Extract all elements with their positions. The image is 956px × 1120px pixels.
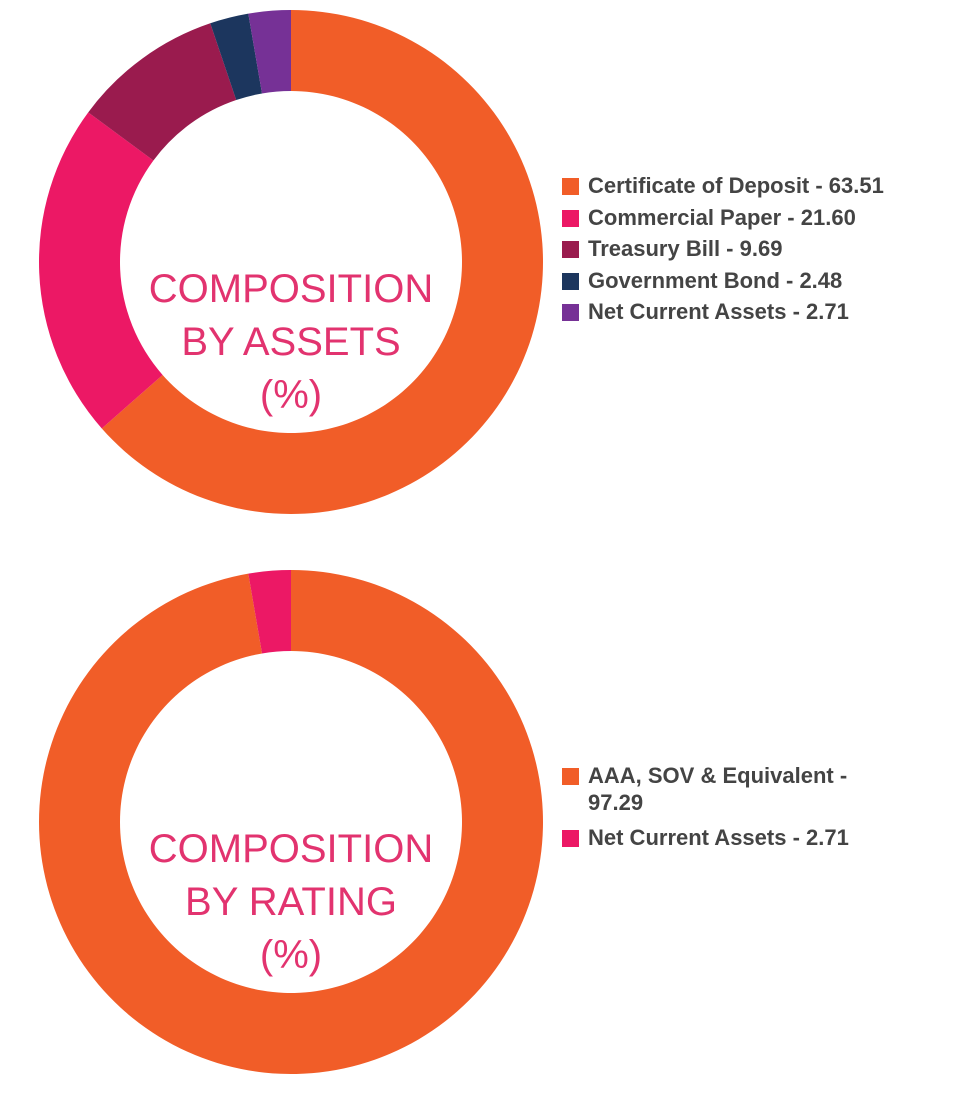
donut-slice-aaa-sov-equivalent: [39, 570, 543, 1074]
legend-item: AAA, SOV & Equivalent - 97.29: [562, 762, 892, 824]
legend-item: Net Current Assets - 2.71: [562, 298, 942, 330]
legend-item: Net Current Assets - 2.71: [562, 824, 892, 856]
title-line: BY RATING: [185, 880, 397, 924]
legend-swatch: [562, 178, 579, 195]
legend-label: Certificate of Deposit - 63.51: [588, 173, 884, 198]
donut-slice-net-current-assets: [248, 570, 291, 654]
donut-slice-net-current-assets: [248, 10, 291, 94]
assets-donut-chart: [38, 10, 544, 514]
legend-label: Treasury Bill - 9.69: [588, 236, 783, 261]
legend-swatch: [562, 241, 579, 258]
legend-swatch: [562, 830, 579, 847]
title-line: COMPOSITION: [148, 827, 434, 871]
title-line: BY ASSETS: [181, 320, 401, 364]
legend-item: Certificate of Deposit - 63.51: [562, 172, 942, 204]
legend-label: Commercial Paper - 21.60: [588, 204, 856, 230]
legend-swatch: [562, 272, 579, 290]
legend-swatch: [562, 304, 579, 321]
title-line: (%): [259, 373, 323, 417]
rating-legend: AAA, SOV & Equivalent - 97.29 Net Curren…: [562, 762, 892, 856]
rating-chart-title: COMPOSITION BY RATING (%): [111, 823, 471, 982]
legend-label: Net Current Assets - 2.71: [588, 825, 849, 850]
assets-legend: Certificate of Deposit - 63.51 Commercia…: [562, 172, 942, 330]
title-line: COMPOSITION: [148, 267, 434, 311]
donut-slice-commercial-paper: [38, 112, 163, 429]
legend-item: Government Bond - 2.48: [562, 267, 942, 299]
legend-label: Government Bond - 2.48: [588, 267, 843, 293]
legend-swatch: [562, 768, 579, 785]
legend-item: Treasury Bill - 9.69: [562, 235, 942, 267]
title-line: (%): [259, 933, 323, 977]
legend-item: Commercial Paper - 21.60: [562, 204, 942, 236]
legend-label: Net Current Assets - 2.71: [588, 299, 849, 324]
rating-donut-chart: [39, 570, 543, 1074]
legend-label: AAA, SOV & Equivalent - 97.29: [588, 763, 848, 815]
donut-slice-certificate-of-deposit: [101, 10, 544, 514]
assets-chart-title: COMPOSITION BY ASSETS (%): [111, 263, 471, 422]
donut-slice-treasury-bill: [88, 23, 237, 161]
donut-slice-government-bond: [210, 13, 263, 101]
legend-swatch: [562, 209, 579, 227]
